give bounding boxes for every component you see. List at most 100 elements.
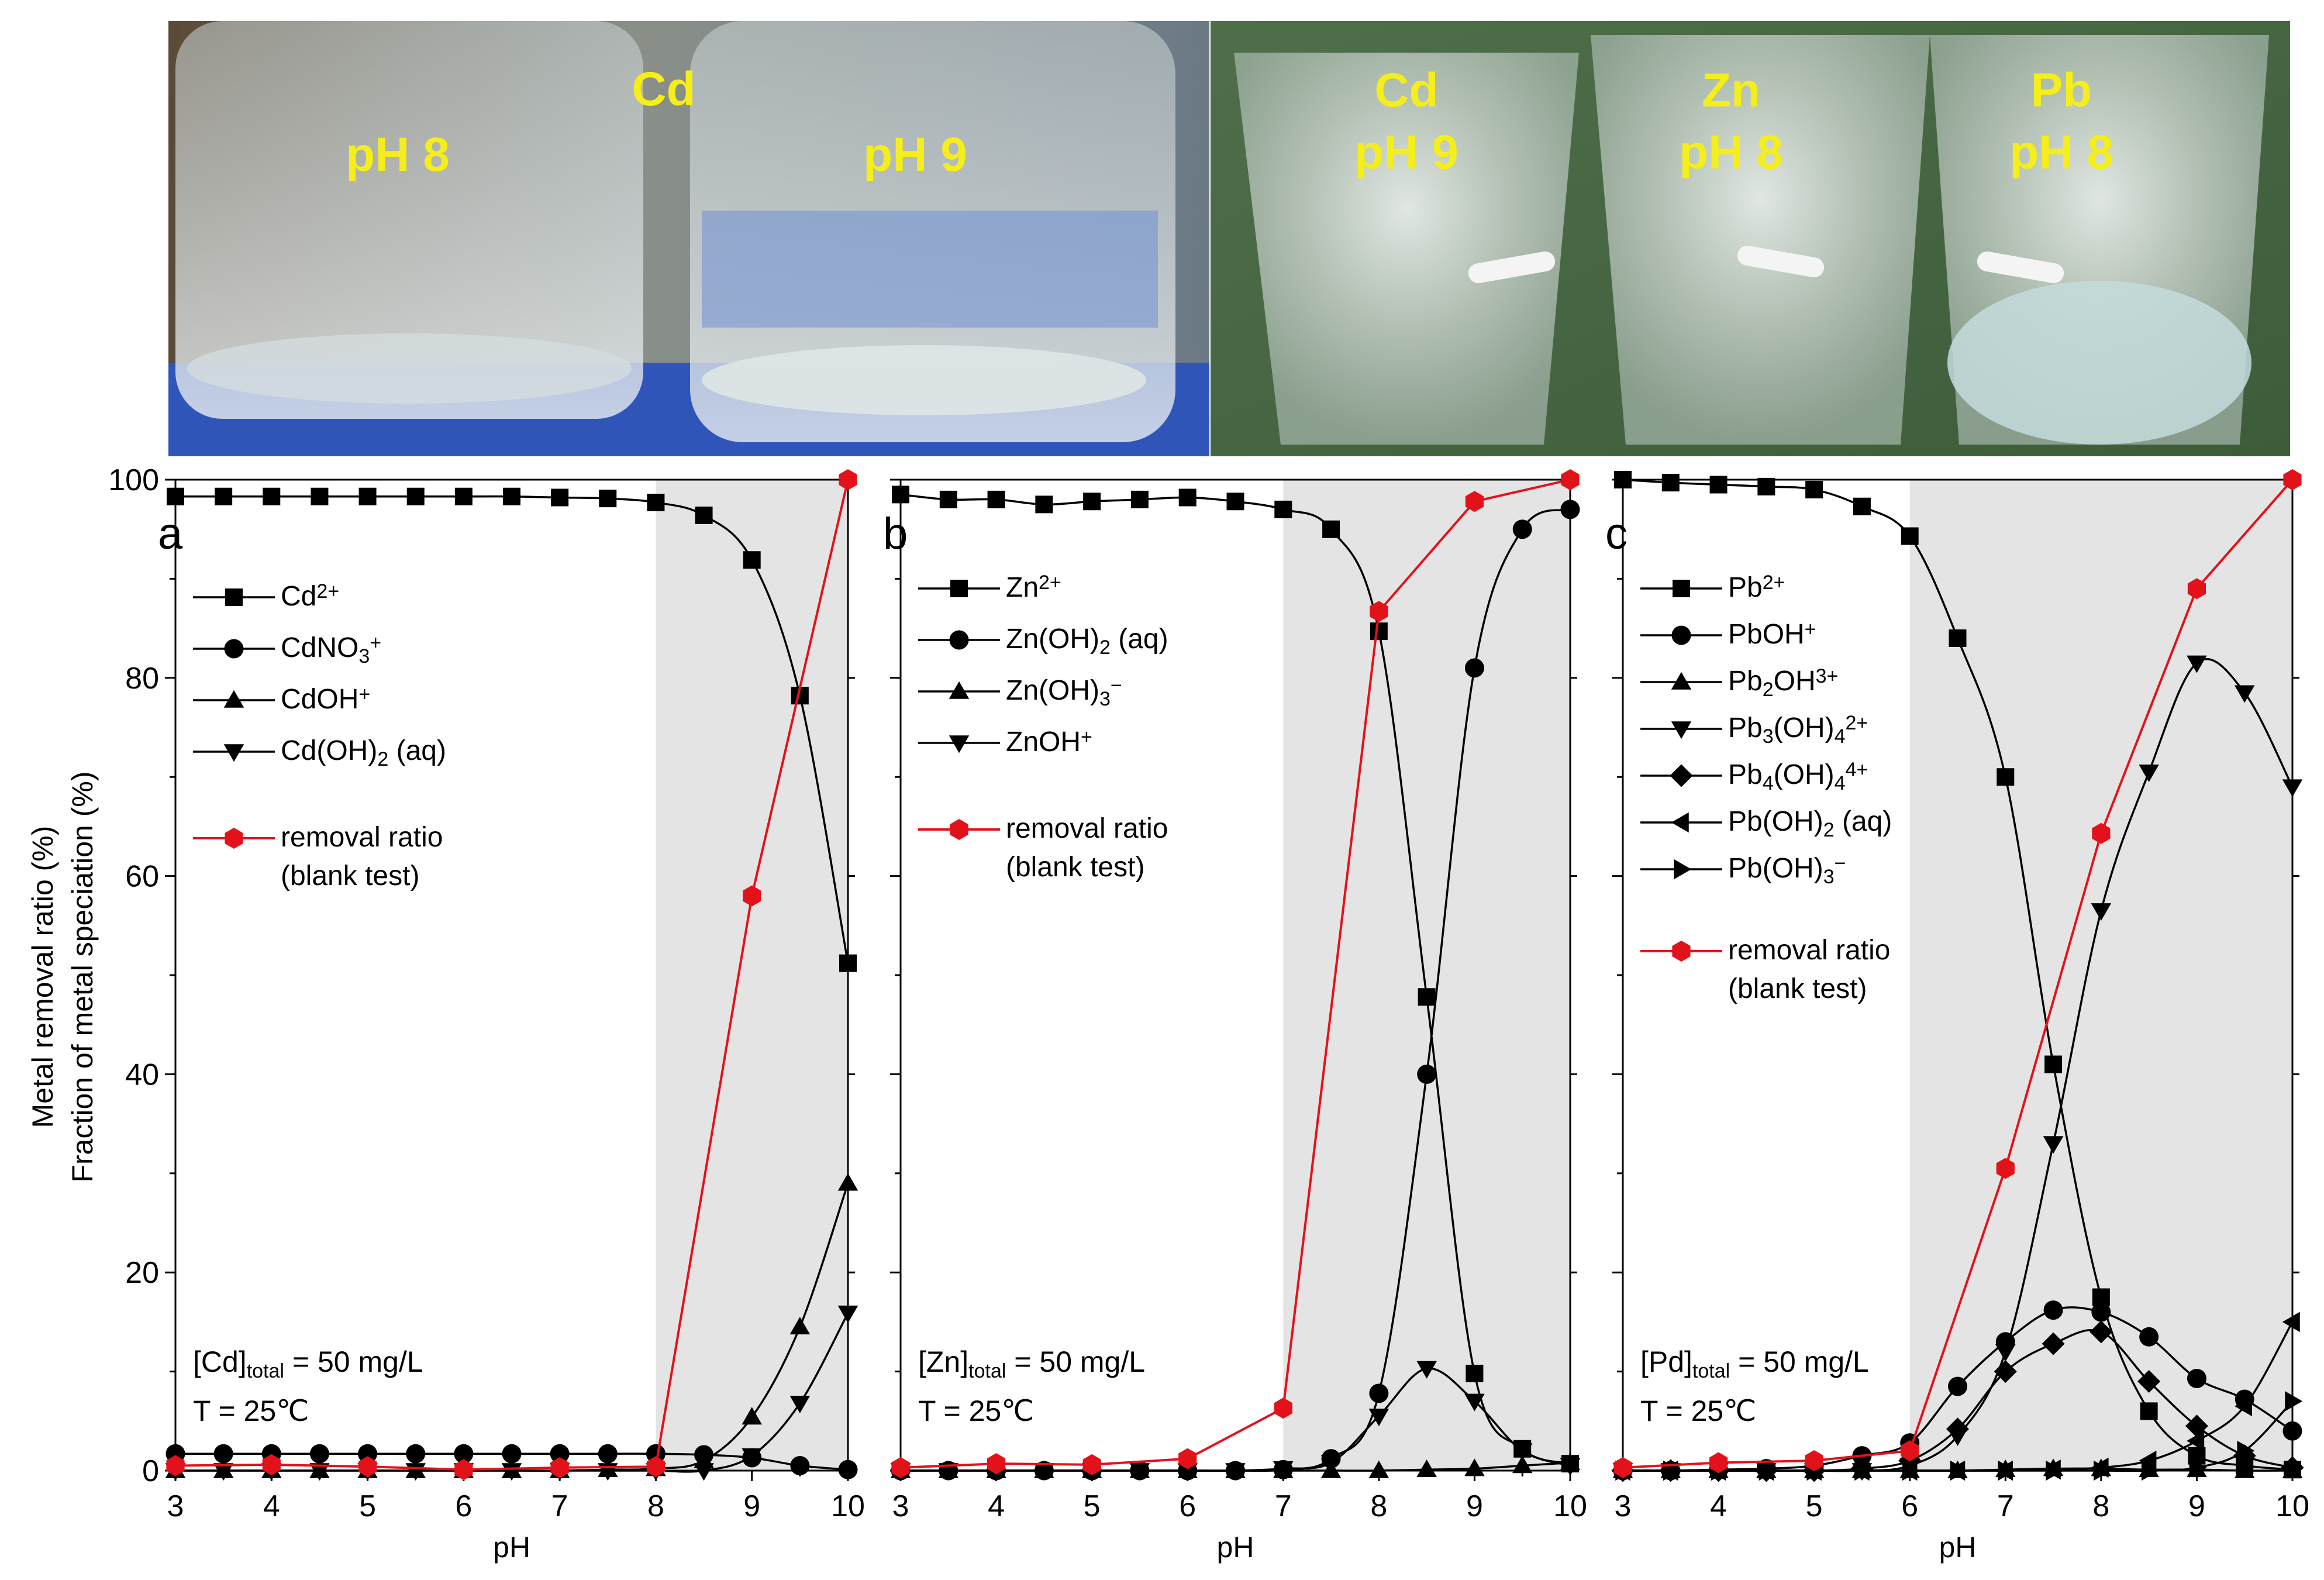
data-point-diamond — [2185, 1414, 2208, 1438]
data-point-hexagon — [987, 1453, 1006, 1475]
panel-letter: a — [158, 509, 183, 559]
annotation-main: [Zn] — [918, 1345, 968, 1378]
y-tick-label: 0 — [142, 1454, 159, 1488]
data-point-square — [1709, 476, 1728, 494]
legend-label-sub: 4 — [1763, 772, 1774, 794]
legend-label: Cd2+ — [281, 580, 339, 612]
legend-marker-triangle-left — [1671, 812, 1689, 833]
chart-panel-a: 3 4 5 6 7 8 9 10pH020406080100aCd2+CdNO3+CdOH+C… — [108, 463, 865, 1564]
legend-entry: Zn(OH)3− — [918, 674, 1122, 710]
x-tick-label: 4 — [1710, 1489, 1727, 1523]
legend-entry: removal ratio (blank test) — [918, 813, 1168, 883]
legend-label: ZnOH+ — [1006, 726, 1092, 758]
legend-label: Zn(OH)3− — [1006, 674, 1122, 710]
data-point-hexagon — [550, 1457, 569, 1478]
series-hexagon — [891, 469, 1580, 1478]
data-point-square — [263, 487, 281, 505]
legend-marker-triangle-up — [949, 681, 970, 699]
legend-marker-hexagon — [225, 828, 243, 849]
data-point-square — [1805, 480, 1823, 498]
legend-label-sub: 2 — [1099, 636, 1111, 659]
legend-label-main: Pb(OH) — [1728, 806, 1823, 837]
data-point-square — [1466, 1364, 1484, 1382]
annotation-rest: = 50 mg/L — [284, 1345, 423, 1378]
legend-label-main2: (OH) — [1774, 712, 1835, 743]
data-point-triangle-right — [2141, 1460, 2159, 1481]
data-point-circle — [1417, 1064, 1437, 1084]
x-tick-label: 9 — [743, 1489, 760, 1523]
data-point-triangle-right — [2094, 1460, 2112, 1481]
panel-letter: c — [1605, 509, 1628, 559]
series-circle — [165, 1444, 858, 1479]
data-point-hexagon — [1465, 491, 1484, 512]
x-tick-label: 3 — [167, 1489, 184, 1523]
data-point-hexagon — [358, 1456, 377, 1478]
data-point-hexagon — [891, 1457, 910, 1478]
x-tick-label: 7 — [1275, 1489, 1292, 1523]
legend-entry: Pb(OH)2 (aq) — [1640, 806, 1892, 841]
legend-label: CdNO3+ — [281, 632, 381, 667]
data-point-circle — [1464, 658, 1484, 678]
y-tick-label: 80 — [125, 662, 159, 696]
data-point-square — [1226, 493, 1244, 511]
legend-label-line2: (blank test) — [1728, 973, 1867, 1004]
x-tick-label: 4 — [263, 1489, 280, 1523]
data-point-diamond — [1994, 1360, 2017, 1383]
data-point-square — [599, 490, 617, 508]
x-axis-title: pH — [1939, 1531, 1977, 1564]
legend-label-main2: (OH) — [1774, 759, 1835, 790]
data-point-square — [2092, 1288, 2110, 1306]
data-point-triangle-down — [1512, 1443, 1533, 1461]
x-tick-label: 10 — [1553, 1489, 1587, 1523]
data-point-circle — [1560, 500, 1580, 519]
legend-marker-circle — [224, 639, 244, 659]
legend-label: removal ratio — [1006, 813, 1168, 844]
data-point-hexagon — [2092, 822, 2111, 844]
data-point-square — [406, 487, 425, 505]
legend-entry: CdOH+ — [193, 683, 370, 715]
x-tick-label: 10 — [2275, 1489, 2309, 1523]
data-point-triangle-down — [938, 1463, 959, 1481]
legend-label-sub: 2 — [1823, 819, 1835, 841]
series-square — [167, 487, 857, 972]
shaded-region — [656, 480, 848, 1471]
x-tick-label: 8 — [647, 1489, 664, 1523]
data-point-triangle-left — [2282, 1311, 2300, 1333]
data-point-triangle-up — [837, 1173, 858, 1191]
legend-label-sub: 3 — [1099, 688, 1111, 710]
photo-left-label-cd: Cd — [632, 63, 695, 116]
legend-label-sub: 3 — [1823, 866, 1835, 888]
data-point-square — [1370, 622, 1388, 641]
data-point-hexagon — [646, 1456, 666, 1478]
data-point-square — [647, 493, 665, 511]
data-point-square — [1901, 527, 1919, 545]
legend-marker-square — [1673, 580, 1690, 597]
y-tick-label: 60 — [125, 860, 159, 894]
series-line — [175, 479, 849, 1471]
photo-left: pH 8 Cd pH 9 — [168, 21, 1209, 456]
data-point-circle — [2187, 1368, 2206, 1388]
data-point-triangle-left — [2187, 1430, 2205, 1451]
data-point-circle — [358, 1444, 378, 1464]
legend-entry: Zn2+ — [918, 572, 1061, 603]
data-point-square — [311, 487, 329, 505]
legend-marker-triangle-right — [1674, 859, 1692, 880]
x-axis-title: pH — [1217, 1531, 1254, 1564]
data-point-square — [2044, 1055, 2063, 1073]
annotation-sub: total — [1692, 1360, 1730, 1382]
x-tick-label: 5 — [1806, 1489, 1823, 1523]
data-point-triangle-down — [1320, 1455, 1342, 1473]
data-point-triangle-down — [2043, 1136, 2064, 1154]
data-point-circle — [1948, 1376, 1967, 1396]
data-point-triangle-up — [1416, 1459, 1437, 1478]
legend-marker-circle — [949, 630, 969, 650]
series-hexagon — [166, 469, 857, 1481]
series-hexagon — [1613, 469, 2302, 1478]
data-point-square — [1614, 471, 1632, 488]
y-tick-label: 100 — [108, 463, 159, 497]
data-point-triangle-down — [213, 1463, 234, 1481]
legend-label-sub2: 4 — [1835, 772, 1846, 794]
legend-label: Zn(OH)2 (aq) — [1006, 624, 1168, 659]
legend-entry: Pb2+ — [1640, 572, 1785, 603]
data-point-circle — [2043, 1300, 2063, 1320]
